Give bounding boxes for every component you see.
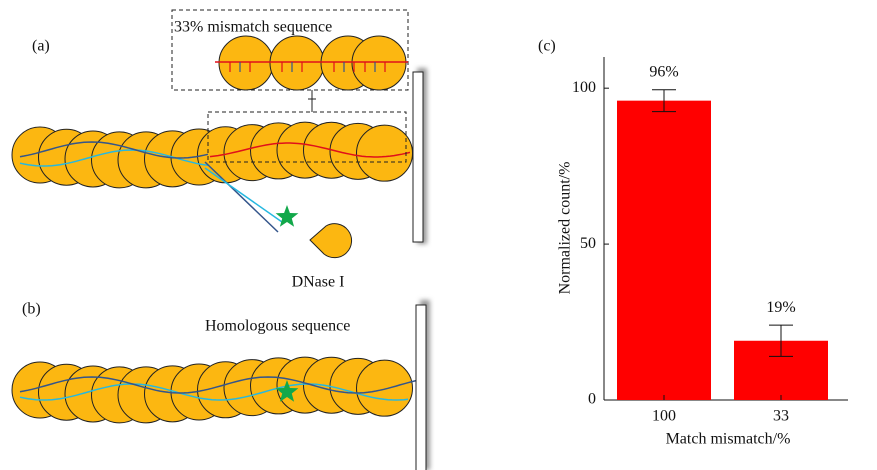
value-label: 19% <box>766 299 795 316</box>
panel-label: (b) <box>22 301 41 318</box>
inset-label: 33% mismatch sequence <box>174 19 332 36</box>
nucleosome <box>270 36 324 90</box>
chart: 0 50 100 100 96% 33 19% <box>572 57 848 425</box>
fluorophore <box>276 205 299 227</box>
x-tick-label: 100 <box>652 408 676 425</box>
y-axis-label: Normalized count/% <box>557 162 574 295</box>
figure: (a) (b) 33% mismatch sequence DNase I Ho… <box>0 0 877 470</box>
enzyme-label: DNase I <box>292 274 345 291</box>
x-tick-label: 33 <box>773 408 789 425</box>
bar <box>617 101 711 400</box>
nucleosome <box>357 360 413 416</box>
value-label: 96% <box>649 63 678 80</box>
nucleosome <box>219 36 273 90</box>
y-tick-label: 0 <box>588 391 596 408</box>
y-tick-label: 100 <box>572 79 596 96</box>
panel-label: (a) <box>32 38 50 55</box>
panel-label: (c) <box>538 38 556 55</box>
diagram <box>12 10 430 470</box>
sequence-label: Homologous sequence <box>205 318 350 335</box>
x-axis-label: Match mismatch/% <box>666 431 791 448</box>
nucleosome <box>352 36 406 90</box>
y-tick-label: 50 <box>580 235 596 252</box>
dnase <box>310 224 352 258</box>
surface <box>413 72 423 242</box>
surface <box>416 305 426 470</box>
